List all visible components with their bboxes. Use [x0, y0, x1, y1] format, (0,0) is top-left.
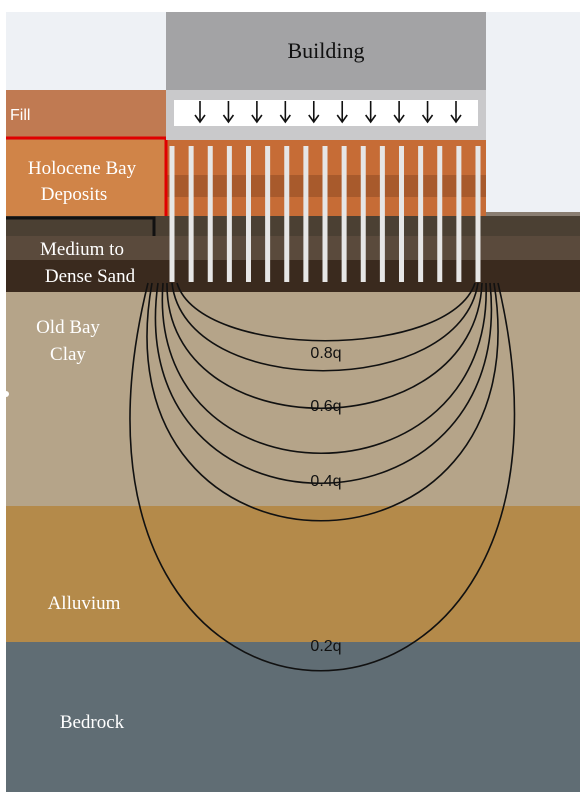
load-arrow: [450, 101, 462, 124]
label-fill: Fill: [10, 107, 30, 124]
layer-holocene: [6, 140, 166, 216]
pile: [207, 146, 213, 282]
pile: [303, 146, 309, 282]
label-alluvium: Alluvium: [48, 593, 121, 614]
bulb-08q: [171, 282, 479, 372]
load-arrow: [308, 101, 320, 124]
load-arrow: [365, 101, 377, 124]
pile: [418, 146, 424, 282]
bulb-04q: [154, 282, 493, 484]
layer-old-bay-clay: [6, 292, 580, 506]
load-arrows: [194, 101, 462, 124]
pile: [188, 146, 194, 282]
bulb-03q: [146, 282, 499, 522]
bulb-label-02q: 0.2q: [310, 638, 341, 655]
sand-outline: [6, 216, 156, 236]
load-arrow: [222, 101, 235, 124]
label-sand-1: Medium to: [40, 239, 124, 260]
load-arrow: [279, 101, 291, 124]
pile: [437, 146, 443, 282]
pile: [284, 146, 290, 282]
pile: [456, 146, 462, 282]
load-arrow: [393, 101, 405, 124]
pile: [360, 146, 366, 282]
building-block: [166, 12, 486, 90]
edge-marker: [3, 391, 9, 397]
load-arrow: [194, 101, 206, 124]
layer-dark-band: [6, 216, 580, 236]
pile: [169, 146, 175, 282]
label-holocene-2: Deposits: [41, 184, 108, 205]
sky-right: [486, 90, 580, 212]
bulb-label-08q: 0.8q: [310, 345, 341, 362]
pile: [379, 146, 385, 282]
stress-bulbs: [129, 282, 516, 672]
bulb-05q: [161, 282, 487, 454]
label-holocene-1: Holocene Bay: [28, 158, 137, 179]
load-panel: [174, 100, 478, 126]
load-arrow: [336, 101, 348, 124]
pile: [226, 146, 232, 282]
pile: [265, 146, 271, 282]
layer-sand-lower: [6, 260, 580, 292]
pile: [399, 146, 404, 282]
label-clay-2: Clay: [50, 344, 86, 365]
label-sand-2: Dense Sand: [45, 266, 136, 287]
piles: [169, 146, 481, 282]
bulb-02q: [129, 282, 516, 672]
load-arrow: [421, 101, 434, 124]
pile: [475, 146, 481, 282]
load-arrow: [251, 101, 263, 124]
pile: [246, 146, 251, 282]
label-clay-1: Old Bay: [36, 317, 100, 338]
bulb-label-06q: 0.6q: [310, 398, 341, 415]
bulb-06q: [166, 282, 483, 410]
pile: [322, 146, 328, 282]
layer-fill: [6, 90, 166, 140]
layer-bedrock: [6, 642, 580, 792]
bulb-label-04q: 0.4q: [310, 473, 341, 490]
bulb-inner-1: [176, 282, 476, 342]
pile: [341, 146, 347, 282]
layer-alluvium: [6, 506, 580, 642]
label-bedrock: Bedrock: [60, 712, 125, 733]
layer-sand-upper: [6, 236, 580, 260]
building-label: Building: [287, 38, 364, 63]
